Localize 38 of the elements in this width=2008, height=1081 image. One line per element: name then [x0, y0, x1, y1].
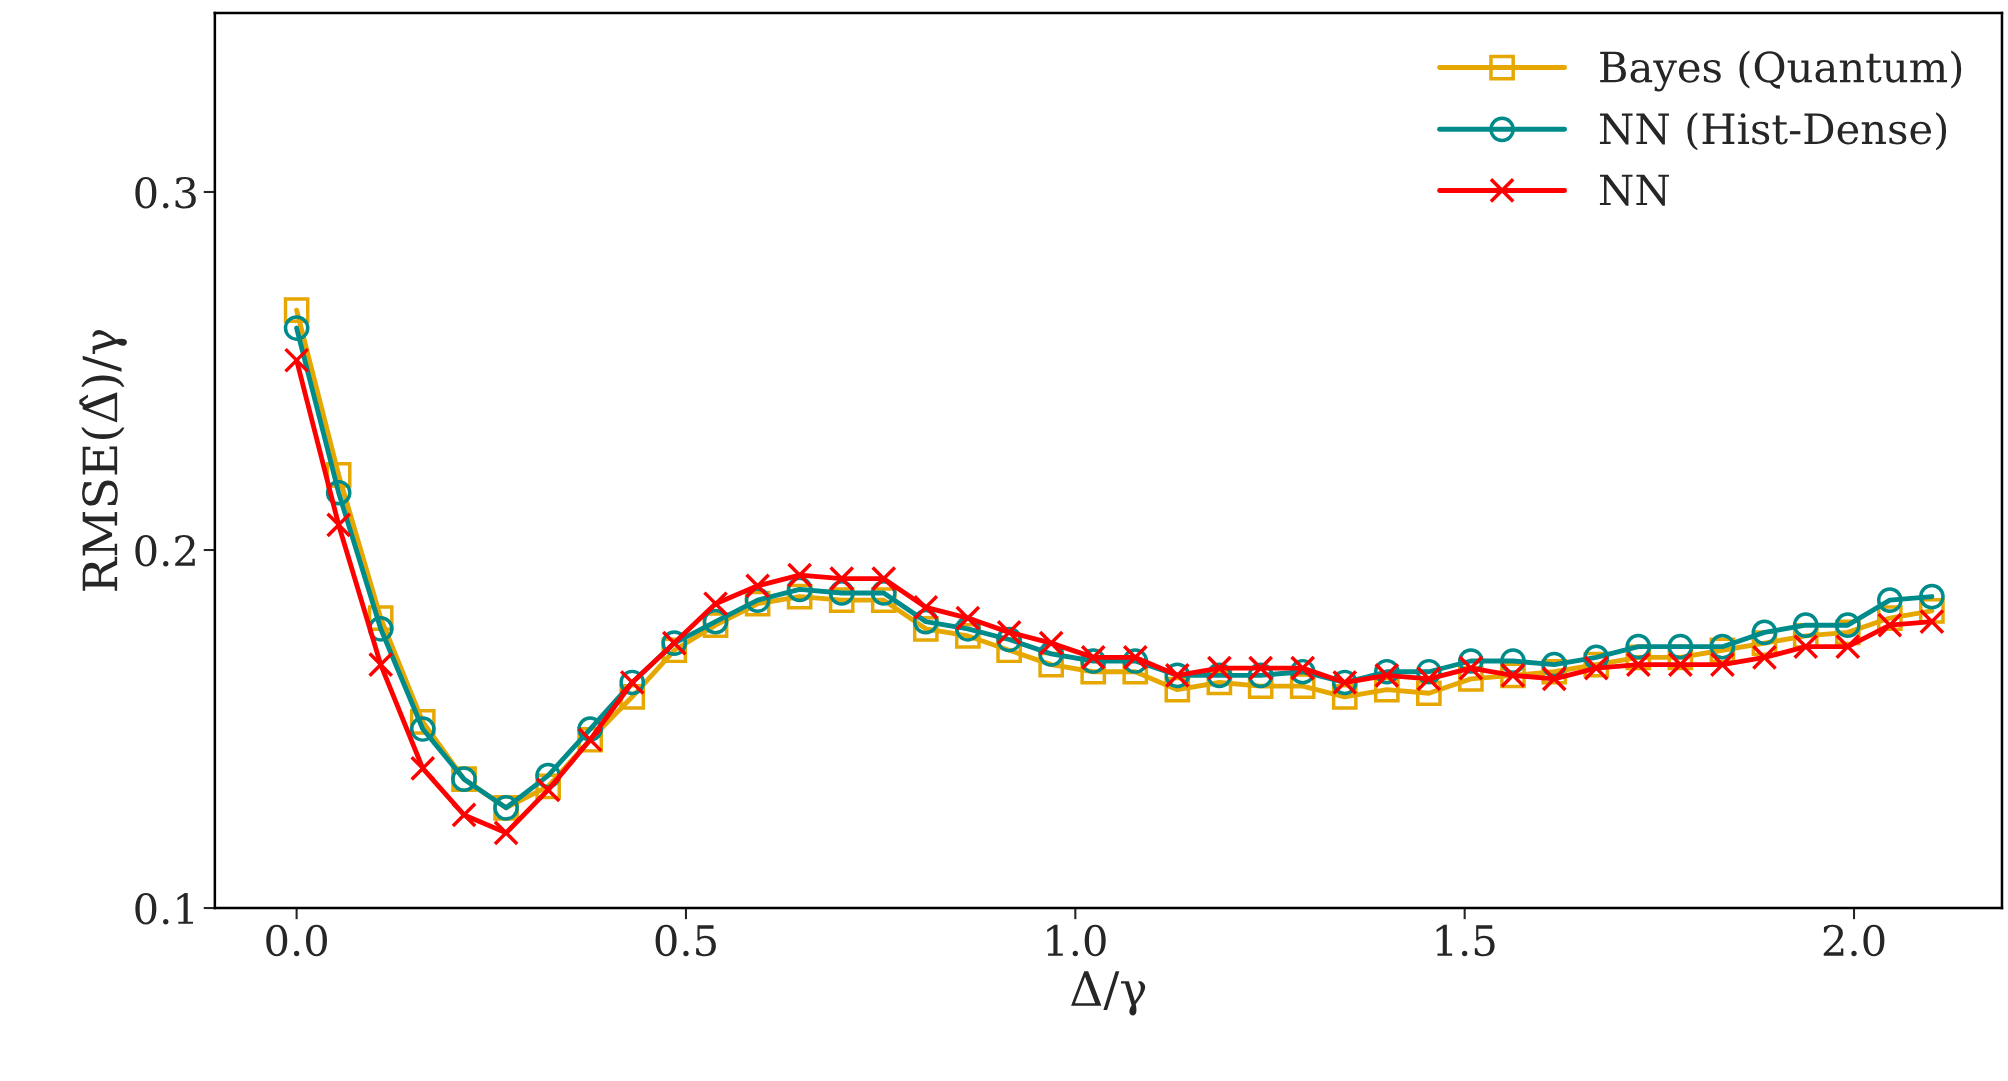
- legend-label: NN: [1599, 174, 1669, 206]
- point: [1247, 655, 1274, 682]
- point: [1919, 583, 1945, 610]
- point: [493, 820, 519, 846]
- point: [786, 562, 813, 588]
- point: [283, 347, 310, 374]
- y-tick-label: 0.1: [135, 892, 193, 925]
- point: [1458, 655, 1484, 682]
- point: [1834, 633, 1861, 660]
- point: [828, 565, 855, 592]
- x-tick-label: 1.0: [1047, 924, 1106, 957]
- point: [1709, 651, 1736, 678]
- point: [1877, 612, 1903, 639]
- point: [1625, 651, 1652, 678]
- point: [870, 565, 897, 592]
- point: [1541, 666, 1568, 692]
- x-tick-label: 2.0: [1823, 924, 1885, 957]
- legend-label: NN (Hist-Dense): [1599, 112, 1947, 151]
- y-tick-label: 0.3: [135, 176, 196, 209]
- point: [1792, 612, 1819, 639]
- point: [283, 315, 310, 341]
- x-tick-label: 0.0: [266, 924, 327, 957]
- point: [1751, 619, 1778, 646]
- point: [1877, 587, 1903, 613]
- point: [1792, 633, 1819, 660]
- point: [1834, 612, 1861, 639]
- point: [409, 716, 436, 742]
- point: [1416, 666, 1442, 692]
- point: [1206, 655, 1233, 682]
- point: [1919, 608, 1945, 635]
- y-tick-label: 0.2: [135, 534, 195, 567]
- x-tick-label: 1.5: [1436, 924, 1495, 957]
- legend-label: Bayes (Quantum): [1600, 50, 1962, 92]
- x-axis-title: Δ/γ: [1071, 971, 1146, 1016]
- point: [1751, 644, 1778, 671]
- x-tick-label: 0.5: [655, 924, 716, 957]
- point: [1667, 651, 1694, 678]
- y-axis-title: RMSE(Δ̂)/γ: [79, 329, 127, 591]
